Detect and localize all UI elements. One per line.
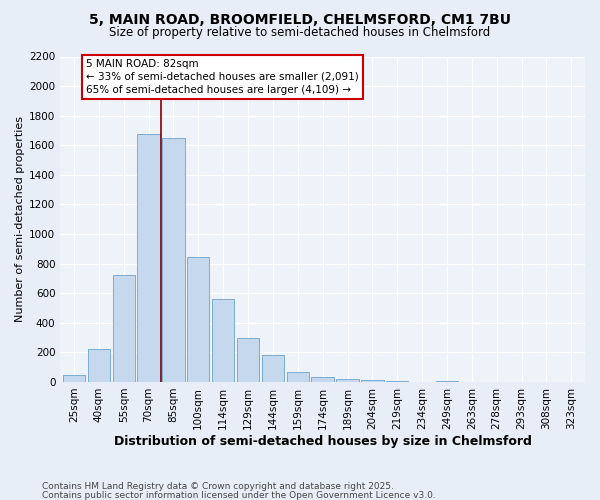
Bar bbox=[262, 356, 284, 382]
Text: 5, MAIN ROAD, BROOMFIELD, CHELMSFORD, CM1 7BU: 5, MAIN ROAD, BROOMFIELD, CHELMSFORD, CM… bbox=[89, 12, 511, 26]
Bar bbox=[137, 134, 160, 382]
Bar bbox=[63, 376, 85, 382]
Bar bbox=[287, 372, 309, 382]
Bar bbox=[436, 381, 458, 382]
Text: Contains public sector information licensed under the Open Government Licence v3: Contains public sector information licen… bbox=[42, 490, 436, 500]
Bar bbox=[187, 257, 209, 382]
Text: Size of property relative to semi-detached houses in Chelmsford: Size of property relative to semi-detach… bbox=[109, 26, 491, 39]
Bar bbox=[361, 380, 383, 382]
Bar bbox=[237, 338, 259, 382]
Bar bbox=[113, 274, 135, 382]
Bar bbox=[311, 377, 334, 382]
Y-axis label: Number of semi-detached properties: Number of semi-detached properties bbox=[15, 116, 25, 322]
X-axis label: Distribution of semi-detached houses by size in Chelmsford: Distribution of semi-detached houses by … bbox=[114, 434, 532, 448]
Bar bbox=[162, 138, 185, 382]
Bar bbox=[212, 299, 235, 382]
Bar bbox=[337, 380, 359, 382]
Bar bbox=[88, 348, 110, 382]
Text: 5 MAIN ROAD: 82sqm
← 33% of semi-detached houses are smaller (2,091)
65% of semi: 5 MAIN ROAD: 82sqm ← 33% of semi-detache… bbox=[86, 58, 359, 95]
Text: Contains HM Land Registry data © Crown copyright and database right 2025.: Contains HM Land Registry data © Crown c… bbox=[42, 482, 394, 491]
Bar bbox=[386, 381, 409, 382]
